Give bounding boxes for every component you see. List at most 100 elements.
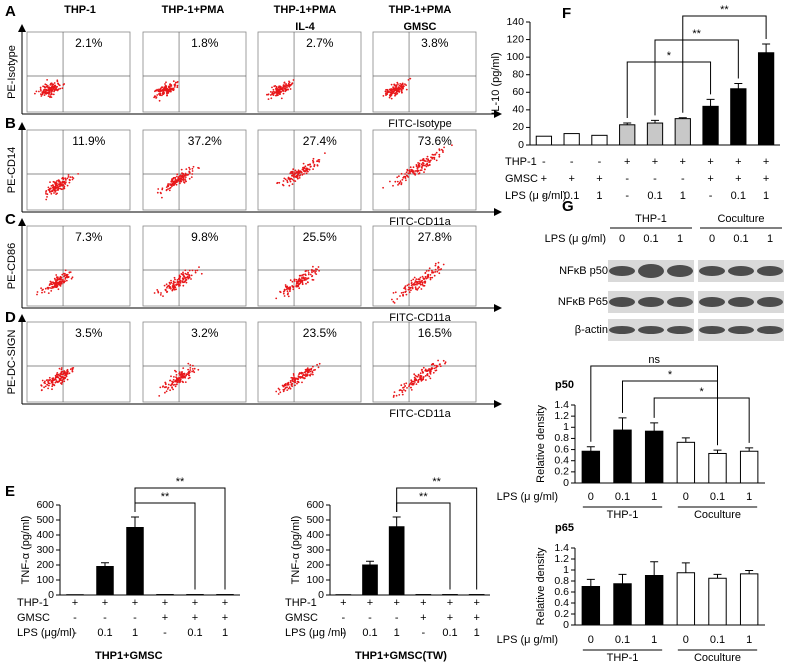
event-dot: [48, 379, 51, 382]
event-dot: [176, 175, 178, 178]
event-dot: [182, 179, 185, 181]
event-dot: [62, 278, 64, 281]
event-dot: [391, 298, 393, 301]
event-dot: [431, 153, 434, 156]
condition-value: +: [222, 612, 228, 624]
event-dot: [179, 379, 182, 382]
event-dot: [40, 89, 42, 92]
event-dot: [392, 292, 395, 294]
blot-band: [757, 326, 783, 334]
event-dot: [52, 383, 55, 386]
event-dot: [59, 87, 62, 90]
event-dot: [173, 281, 175, 284]
event-dot: [67, 174, 70, 176]
event-dot: [432, 371, 435, 374]
event-dot: [49, 280, 52, 283]
event-dot: [271, 91, 274, 93]
event-dot: [413, 173, 416, 175]
event-dot: [310, 165, 312, 168]
event-dot: [176, 81, 178, 84]
event-dot: [182, 376, 185, 379]
event-dot: [167, 284, 170, 287]
event-dot: [62, 188, 64, 191]
event-dot: [279, 290, 281, 293]
plot-frame: [372, 31, 477, 113]
event-dot: [161, 86, 164, 89]
event-dot: [182, 367, 185, 369]
event-dot: [307, 273, 310, 276]
event-dot: [305, 278, 307, 281]
event-dot: [287, 178, 290, 180]
event-dot: [178, 283, 180, 286]
event-dot: [418, 278, 421, 281]
event-dot: [68, 178, 71, 181]
condition-value: +: [162, 597, 168, 609]
condition-value: -: [542, 190, 546, 202]
event-dot: [173, 288, 176, 291]
event-dot: [312, 168, 314, 171]
event-dot: [312, 161, 315, 164]
event-dot: [65, 181, 67, 184]
event-dot: [286, 290, 289, 293]
event-dot: [50, 96, 53, 98]
event-dot: [413, 373, 416, 376]
event-dot: [421, 159, 423, 162]
blot-group: THP-1: [635, 213, 667, 225]
condition-value: -: [570, 156, 574, 168]
event-dot: [56, 85, 58, 88]
y-tick-label: 200: [36, 559, 54, 571]
gate-percent: 16.5%: [418, 326, 452, 340]
y-tick-label: 0: [563, 477, 569, 489]
event-dot: [294, 381, 297, 384]
event-dot: [305, 270, 308, 272]
event-dot: [428, 164, 431, 167]
blot-band: [667, 297, 693, 307]
event-dot: [398, 87, 401, 90]
event-dot: [316, 268, 318, 271]
event-dot: [168, 86, 170, 89]
event-dot: [55, 276, 58, 279]
event-dot: [187, 271, 189, 274]
event-dot: [69, 176, 72, 179]
event-dot: [417, 287, 419, 290]
event-dot: [425, 370, 428, 372]
column-header: THP-1: [64, 4, 96, 16]
y-tick-label: 120: [506, 33, 524, 45]
event-dot: [409, 77, 412, 80]
event-dot: [270, 97, 273, 100]
event-dot: [51, 377, 54, 380]
event-dot: [155, 97, 158, 99]
event-dot: [59, 280, 62, 283]
event-dot: [304, 273, 307, 276]
x-tick-label: 0.1: [615, 491, 630, 503]
event-dot: [48, 376, 51, 379]
event-dot: [289, 287, 292, 290]
event-dot: [291, 285, 294, 287]
event-dot: [408, 283, 410, 286]
event-dot: [272, 94, 275, 96]
event-dot: [188, 274, 191, 276]
event-dot: [390, 91, 392, 94]
event-dot: [312, 373, 314, 376]
y-tick-label: 100: [36, 574, 54, 586]
event-dot: [48, 91, 51, 94]
event-dot: [390, 88, 393, 90]
panel-letter: C: [5, 211, 16, 228]
event-dot: [56, 372, 59, 374]
event-dot: [60, 377, 63, 379]
condition-value: -: [73, 612, 77, 624]
event-dot: [179, 374, 182, 376]
event-dot: [51, 184, 54, 187]
plot-frame: [372, 225, 477, 307]
event-dot: [171, 178, 173, 181]
event-dot: [154, 90, 156, 93]
event-dot: [427, 158, 429, 161]
event-dot: [437, 359, 439, 362]
significance-label: **: [176, 476, 185, 488]
event-dot: [402, 291, 405, 294]
blot-row-label: NFκB p50: [559, 265, 608, 277]
event-dot: [39, 86, 42, 89]
event-dot: [169, 389, 172, 392]
event-dot: [286, 181, 289, 184]
